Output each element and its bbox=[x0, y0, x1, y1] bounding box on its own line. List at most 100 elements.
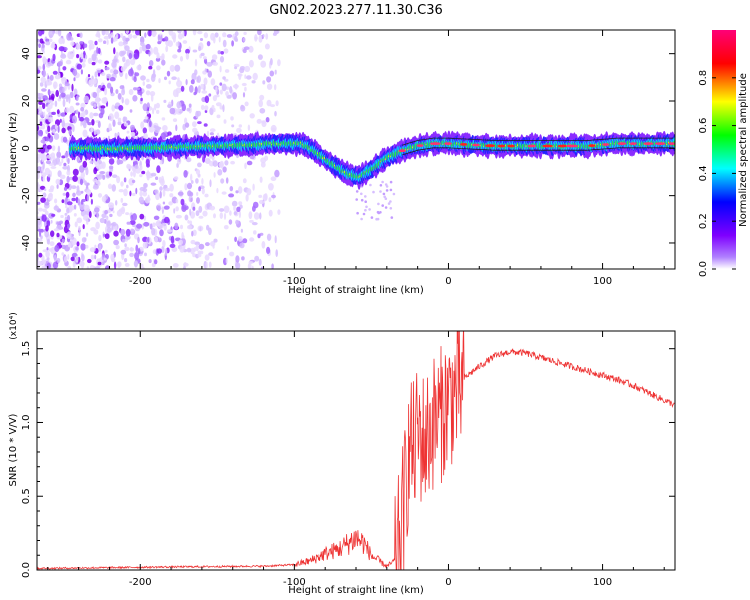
noise-speckle bbox=[146, 78, 150, 83]
noise-speckle bbox=[57, 61, 63, 67]
noise-speckle bbox=[56, 184, 59, 189]
noise-speckle bbox=[71, 185, 77, 190]
noise-speckle bbox=[166, 229, 173, 233]
noise-speckle bbox=[175, 124, 178, 132]
noise-speckle bbox=[49, 153, 53, 161]
noise-speckle bbox=[360, 192, 363, 196]
noise-speckle bbox=[106, 39, 109, 45]
noise-speckle bbox=[115, 33, 119, 39]
noise-speckle bbox=[41, 214, 47, 222]
noise-speckle bbox=[198, 215, 204, 219]
noise-speckle bbox=[37, 218, 42, 226]
noise-speckle bbox=[266, 99, 272, 107]
noise-speckle bbox=[94, 244, 97, 249]
noise-speckle bbox=[45, 136, 50, 142]
noise-speckle bbox=[251, 222, 258, 226]
noise-speckle bbox=[114, 111, 120, 119]
noise-speckle bbox=[44, 201, 50, 206]
noise-speckle bbox=[177, 77, 180, 82]
noise-speckle bbox=[37, 172, 40, 180]
noise-speckle bbox=[80, 102, 86, 109]
noise-speckle bbox=[66, 175, 70, 184]
noise-speckle bbox=[168, 201, 173, 206]
noise-speckle bbox=[212, 245, 215, 249]
noise-speckle bbox=[140, 121, 145, 129]
noise-speckle bbox=[238, 73, 242, 80]
noise-speckle bbox=[181, 235, 185, 239]
noise-speckle bbox=[233, 205, 236, 211]
noise-speckle bbox=[124, 262, 130, 267]
noise-speckle bbox=[133, 52, 140, 60]
noise-speckle bbox=[143, 183, 148, 188]
noise-speckle bbox=[42, 95, 48, 101]
noise-speckle bbox=[188, 103, 192, 108]
noise-speckle bbox=[142, 191, 148, 197]
noise-speckle bbox=[92, 112, 99, 117]
noise-speckle bbox=[55, 178, 61, 185]
noise-speckle bbox=[244, 74, 247, 79]
noise-speckle bbox=[79, 32, 83, 39]
noise-speckle bbox=[210, 241, 216, 247]
noise-speckle bbox=[80, 69, 83, 75]
noise-speckle bbox=[98, 234, 102, 242]
noise-speckle bbox=[142, 241, 148, 249]
noise-speckle bbox=[196, 197, 200, 204]
noise-speckle bbox=[248, 211, 253, 220]
noise-speckle bbox=[142, 187, 148, 193]
noise-speckle bbox=[377, 202, 380, 206]
noise-speckle bbox=[169, 183, 174, 192]
noise-speckle bbox=[125, 58, 131, 67]
noise-speckle bbox=[209, 132, 214, 136]
noise-speckle bbox=[186, 157, 192, 163]
ridge-peak bbox=[617, 142, 627, 146]
noise-speckle bbox=[132, 213, 137, 221]
noise-speckle bbox=[169, 107, 176, 115]
noise-speckle bbox=[237, 236, 243, 242]
noise-speckle bbox=[231, 40, 235, 47]
noise-speckle bbox=[41, 43, 45, 49]
noise-speckle bbox=[194, 241, 201, 246]
noise-speckle bbox=[124, 243, 127, 248]
noise-speckle bbox=[58, 65, 61, 74]
noise-speckle bbox=[75, 95, 79, 102]
snr-xtick-label: -100 bbox=[283, 577, 306, 588]
noise-speckle bbox=[88, 43, 92, 51]
snr-ylabel: SNR (10 * V/V) bbox=[8, 413, 19, 486]
noise-speckle bbox=[174, 64, 181, 72]
noise-speckle bbox=[55, 89, 59, 98]
noise-speckle bbox=[143, 221, 150, 227]
noise-speckle bbox=[88, 40, 94, 45]
noise-speckle bbox=[70, 256, 75, 262]
noise-speckle bbox=[238, 186, 243, 194]
noise-speckle bbox=[148, 65, 153, 70]
noise-speckle bbox=[134, 261, 138, 268]
noise-speckle bbox=[246, 160, 253, 166]
noise-speckle bbox=[101, 195, 107, 203]
noise-speckle bbox=[213, 238, 218, 243]
noise-speckle bbox=[360, 217, 363, 221]
noise-speckle bbox=[270, 176, 277, 181]
noise-speckle bbox=[122, 56, 126, 63]
noise-speckle bbox=[243, 31, 247, 35]
noise-speckle bbox=[97, 47, 101, 55]
noise-speckle bbox=[67, 265, 71, 269]
noise-speckle bbox=[56, 232, 60, 238]
noise-speckle bbox=[47, 125, 51, 133]
noise-speckle bbox=[96, 30, 100, 37]
noise-speckle bbox=[83, 43, 88, 48]
noise-speckle bbox=[222, 32, 227, 38]
noise-speckle bbox=[76, 63, 83, 70]
noise-speckle bbox=[109, 213, 113, 218]
noise-speckle bbox=[158, 78, 161, 84]
noise-speckle bbox=[232, 84, 239, 89]
noise-speckle bbox=[196, 110, 202, 117]
noise-speckle bbox=[226, 34, 233, 38]
noise-speckle bbox=[161, 53, 165, 60]
noise-speckle bbox=[124, 98, 130, 106]
noise-speckle bbox=[154, 189, 159, 194]
noise-speckle bbox=[163, 184, 168, 189]
noise-speckle bbox=[115, 89, 119, 94]
noise-speckle bbox=[108, 202, 115, 209]
noise-speckle bbox=[238, 201, 243, 206]
